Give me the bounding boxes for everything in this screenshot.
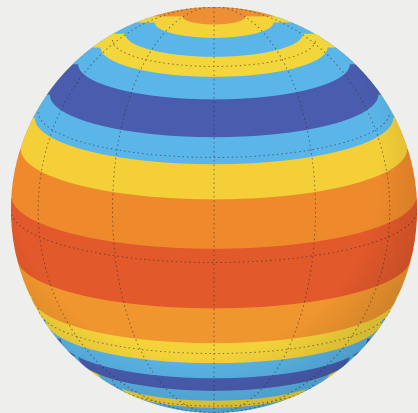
page: (() => { const NS = 'http://www.w3.org/2… xyxy=(0,0,418,413)
globe-image xyxy=(0,0,418,413)
sphere-shading xyxy=(11,7,417,413)
